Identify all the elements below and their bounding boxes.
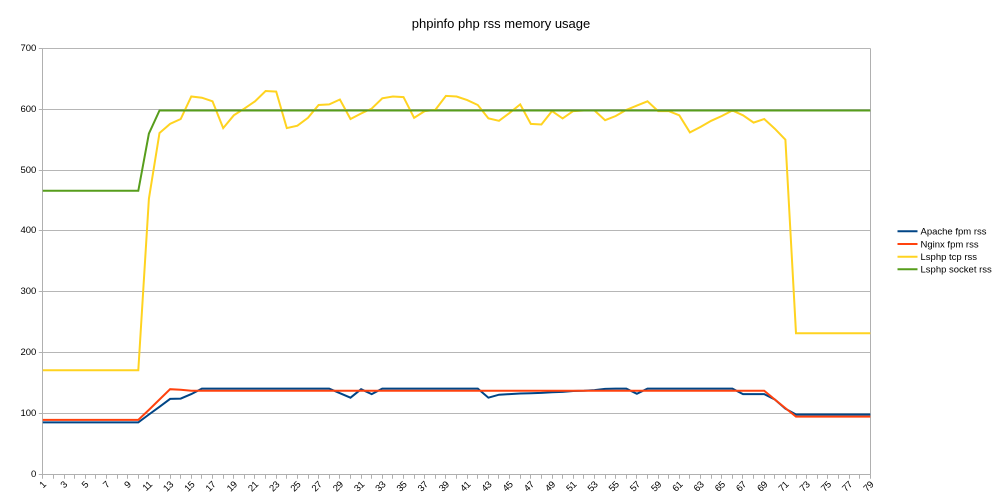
svg-text:200: 200: [20, 347, 36, 358]
svg-text:phpinfo php rss memory usage: phpinfo php rss memory usage: [412, 16, 590, 31]
svg-text:400: 400: [20, 225, 36, 236]
svg-text:700: 700: [20, 43, 36, 54]
svg-text:0: 0: [31, 469, 36, 480]
svg-text:5: 5: [80, 479, 91, 490]
svg-text:Lsphp socket rss: Lsphp socket rss: [921, 265, 993, 276]
svg-text:7: 7: [101, 479, 112, 490]
svg-text:Nginx fpm rss: Nginx fpm rss: [921, 239, 979, 250]
svg-text:3: 3: [59, 479, 70, 490]
svg-text:9: 9: [122, 479, 133, 490]
svg-text:Apache fpm rss: Apache fpm rss: [921, 227, 987, 238]
svg-text:600: 600: [20, 104, 36, 115]
svg-text:Lsphp tcp rss: Lsphp tcp rss: [921, 252, 978, 263]
svg-text:1: 1: [37, 479, 48, 490]
svg-text:300: 300: [20, 286, 36, 297]
svg-text:100: 100: [20, 408, 36, 419]
svg-text:500: 500: [20, 165, 36, 176]
